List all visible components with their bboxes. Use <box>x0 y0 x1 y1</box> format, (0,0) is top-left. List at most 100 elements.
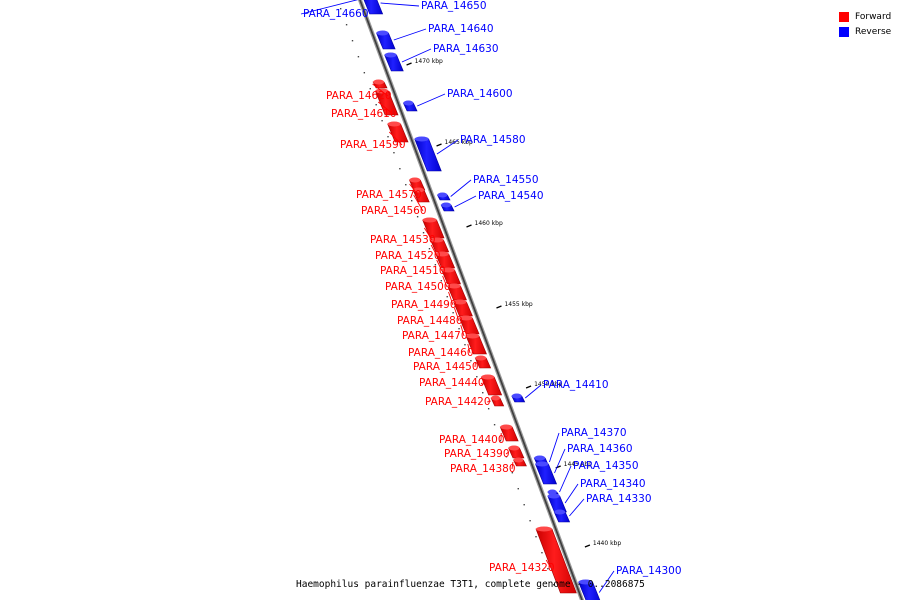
gene-labels: PARA_14660 PARA_14650 PARA_14640 PARA_14630… <box>300 0 682 593</box>
gene-feature[interactable] <box>508 445 525 459</box>
gene-feature[interactable] <box>578 579 602 600</box>
reverse-swatch <box>839 26 849 37</box>
ruler-dot <box>440 280 442 282</box>
gene-label[interactable]: PARA_14560 <box>361 205 427 217</box>
gene-cap <box>447 283 461 289</box>
gene-label[interactable]: PARA_14480 <box>397 315 463 327</box>
tick-label: 1440 kbp <box>593 540 621 547</box>
gene-feature[interactable] <box>422 217 445 239</box>
gene-feature[interactable] <box>376 30 396 50</box>
gene-feature[interactable] <box>372 79 388 89</box>
gene-label[interactable]: PARA_14580 <box>460 134 526 146</box>
genome-backbone <box>357 0 585 600</box>
gene-feature[interactable] <box>435 251 456 269</box>
ruler-dot <box>339 8 342 10</box>
gene-label[interactable]: PARA_14610 <box>331 108 397 120</box>
gene-feature[interactable] <box>480 374 503 396</box>
gene-label[interactable]: PARA_14390 <box>444 448 510 460</box>
ruler-dot <box>399 168 401 170</box>
gene-label[interactable]: PARA_14460 <box>408 347 474 359</box>
ruler-dot <box>381 120 383 122</box>
gene-label[interactable]: PARA_14510 <box>380 265 446 277</box>
gene-label[interactable]: PARA_14570 <box>356 189 422 201</box>
gene-cap <box>547 489 557 495</box>
label-leader-line <box>559 465 572 493</box>
gene-label[interactable]: PARA_14660 <box>303 8 369 20</box>
gene-label[interactable]: PARA_14620 <box>326 90 392 102</box>
gene-feature[interactable] <box>430 237 450 253</box>
ruler-dot <box>529 520 531 522</box>
ruler-dot <box>357 56 360 58</box>
legend-reverse-label: Reverse <box>855 26 892 37</box>
gene-label[interactable]: PARA_14650 <box>421 0 487 12</box>
gene-feature[interactable] <box>384 52 404 72</box>
ruler-dot <box>387 136 389 138</box>
gene-label[interactable]: PARA_14400 <box>439 434 505 446</box>
ruler-dots <box>339 8 555 586</box>
gene-cap <box>373 79 385 85</box>
gene-cap <box>547 493 560 499</box>
ruler-dot <box>393 152 395 154</box>
gene-feature[interactable] <box>408 177 426 191</box>
genome-caption: Haemophilus parainfluenzae T3T1, complet… <box>296 579 645 590</box>
gene-feature[interactable] <box>436 192 451 201</box>
gene-label[interactable]: PARA_14590 <box>340 139 406 151</box>
gene-label[interactable]: PARA_14550 <box>473 174 539 186</box>
gene-label[interactable]: PARA_14330 <box>586 493 652 505</box>
gene-feature[interactable] <box>465 333 487 355</box>
gene-feature[interactable] <box>534 461 558 485</box>
gene-label[interactable]: PARA_14370 <box>561 427 627 439</box>
gene-feature[interactable] <box>535 526 577 594</box>
gene-label[interactable]: PARA_14360 <box>567 443 633 455</box>
label-leader-line <box>417 93 446 107</box>
label-leader-line <box>564 483 579 504</box>
gene-label[interactable]: PARA_14420 <box>425 396 491 408</box>
gene-label[interactable]: PARA_14600 <box>447 88 513 100</box>
gene-label[interactable]: PARA_14410 <box>543 379 609 391</box>
gene-label[interactable]: PARA_14540 <box>478 190 544 202</box>
gene-feature[interactable] <box>453 299 473 317</box>
gene-label[interactable]: PARA_14340 <box>580 478 646 490</box>
gene-label[interactable]: PARA_14350 <box>573 460 639 472</box>
gene-label[interactable]: PARA_14470 <box>402 330 468 342</box>
gene-feature[interactable] <box>547 489 559 495</box>
label-leader-line <box>524 384 542 399</box>
gene-label[interactable]: PARA_14320 <box>489 562 555 574</box>
gene-feature[interactable] <box>458 315 480 335</box>
gene-label[interactable]: PARA_14500 <box>385 281 451 293</box>
gene-feature[interactable] <box>440 202 455 212</box>
gene-label[interactable]: PARA_14490 <box>391 299 457 311</box>
gene-label[interactable]: PARA_14530 <box>370 234 436 246</box>
gene-label[interactable]: PARA_14640 <box>428 23 494 35</box>
label-leader-line <box>430 244 438 257</box>
gene-feature[interactable] <box>490 395 505 407</box>
gene-feature[interactable] <box>474 355 492 369</box>
gene-label[interactable]: PARA_14520 <box>375 250 441 262</box>
gene-label[interactable]: PARA_14300 <box>616 565 682 577</box>
gene-feature[interactable] <box>553 509 571 523</box>
gene-feature[interactable] <box>402 100 418 112</box>
ruler-dot <box>541 552 543 554</box>
gene-label[interactable]: PARA_14440 <box>419 377 485 389</box>
gene-feature[interactable] <box>547 493 567 513</box>
tick-mark <box>525 385 532 389</box>
gene-cap <box>534 455 546 461</box>
gene-feature[interactable] <box>412 187 430 203</box>
gene-label[interactable]: PARA_14380 <box>450 463 516 475</box>
gene-feature[interactable] <box>511 393 526 403</box>
gene-feature[interactable] <box>499 424 519 442</box>
gene-label[interactable]: PARA_14630 <box>433 43 499 55</box>
gene-cap <box>414 136 429 142</box>
tick-label: 1465 kbp <box>445 139 473 146</box>
gene-feature[interactable] <box>414 136 442 172</box>
gene-feature[interactable] <box>512 457 527 467</box>
gene-feature[interactable] <box>362 0 384 15</box>
gene-feature[interactable] <box>447 283 467 301</box>
gene-feature[interactable] <box>374 88 399 116</box>
gene-label[interactable]: PARA_14450 <box>413 361 479 373</box>
label-leader-line <box>554 448 566 474</box>
gene-feature[interactable] <box>387 121 409 143</box>
gene-feature[interactable] <box>441 267 462 285</box>
ruler-dot <box>499 440 502 442</box>
gene-cap <box>409 177 421 183</box>
